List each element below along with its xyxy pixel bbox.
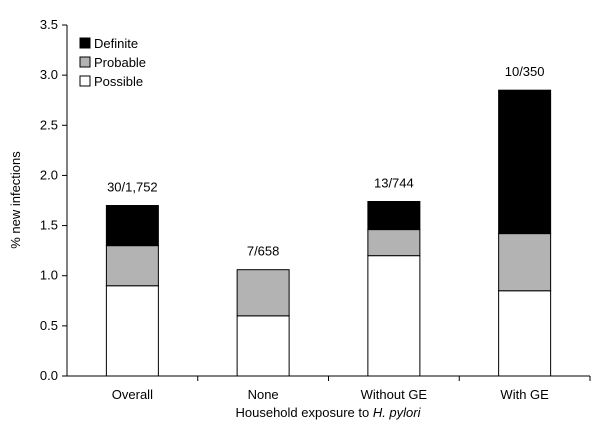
legend: Definite Probable Possible <box>79 36 146 89</box>
y-tick-label: 0.0 <box>40 368 58 383</box>
bar-segment-possible <box>105 285 159 377</box>
y-tick-label: 2.5 <box>40 117 58 132</box>
y-tick-label: 1.5 <box>40 218 58 233</box>
legend-swatch-possible <box>79 75 91 87</box>
bar-segment-possible <box>367 255 421 377</box>
bar-segment-definite <box>367 201 421 231</box>
legend-label-probable: Probable <box>94 55 146 70</box>
bar-segment-possible <box>236 315 290 377</box>
bar-labels: 30/1,752 7/658 13/744 10/350 <box>107 64 544 259</box>
y-tick-label: 2.0 <box>40 167 58 182</box>
x-tick-labels: Overall None Without GE With GE <box>112 376 591 402</box>
x-tick-label: Overall <box>112 387 153 402</box>
x-axis-label: Household exposure to H. pylori <box>236 405 422 420</box>
bar-segment-probable <box>236 269 290 317</box>
legend-swatch-definite <box>79 37 91 49</box>
bar-segment-probable <box>367 229 421 257</box>
legend-label-possible: Possible <box>94 74 143 89</box>
legend-label-definite: Definite <box>94 36 138 51</box>
bar-segment-definite <box>105 205 159 247</box>
bar-count-label: 10/350 <box>505 64 545 79</box>
bar-segment-probable <box>105 245 159 287</box>
bars <box>105 89 552 377</box>
bar-count-label: 13/744 <box>374 176 414 191</box>
y-tick-label: 3.5 <box>40 17 58 32</box>
y-ticks: 0.0 0.5 1.0 1.5 2.0 2.5 3.0 3.5 <box>40 17 67 383</box>
bar-segment-definite <box>498 89 552 235</box>
x-tick-label: With GE <box>500 387 549 402</box>
bar-segment-probable <box>498 233 552 292</box>
y-axis-label: % new infections <box>8 151 23 249</box>
x-tick-label: None <box>248 387 279 402</box>
y-tick-label: 1.0 <box>40 268 58 283</box>
x-axis-label-organism: H. pylori <box>373 405 422 420</box>
bar-count-label: 30/1,752 <box>107 180 158 195</box>
bar-count-label: 7/658 <box>247 244 280 259</box>
y-tick-label: 3.0 <box>40 67 58 82</box>
x-tick-label: Without GE <box>361 387 428 402</box>
x-axis-label-prefix: Household exposure to <box>236 405 373 420</box>
y-tick-label: 0.5 <box>40 318 58 333</box>
legend-swatch-probable <box>79 56 91 68</box>
bar-segment-possible <box>498 290 552 377</box>
